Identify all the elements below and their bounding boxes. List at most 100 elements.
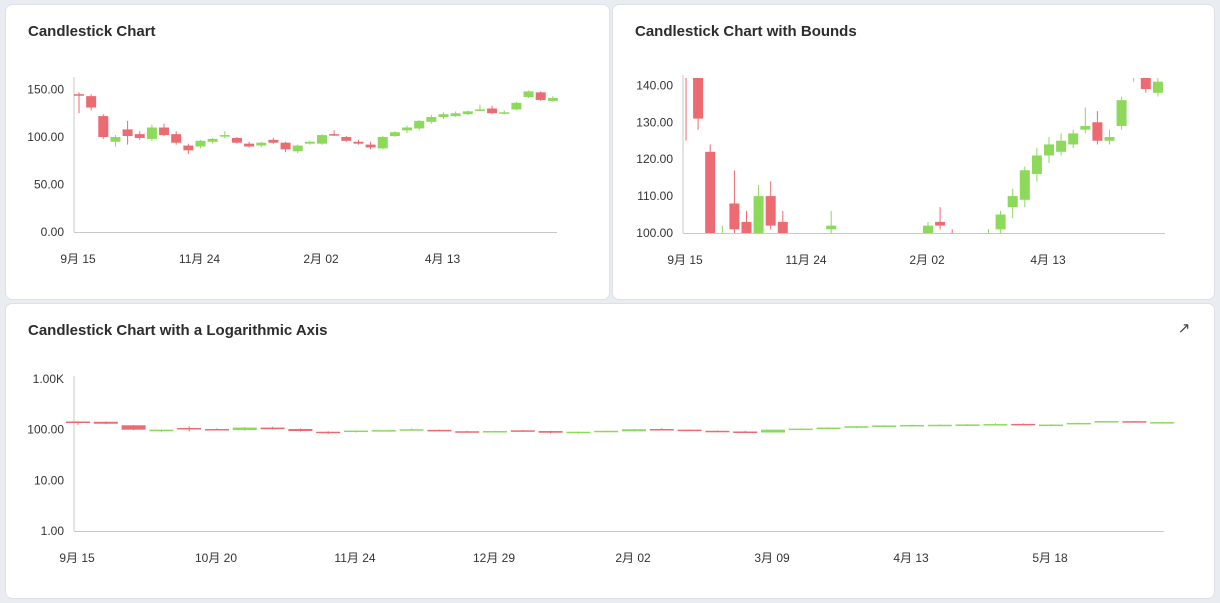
candle[interactable] (566, 431, 591, 434)
candle[interactable] (983, 423, 1008, 426)
candle[interactable] (149, 429, 174, 432)
expand-arrow-icon[interactable]: ↗ (1177, 320, 1191, 337)
candle[interactable] (887, 251, 897, 292)
candle[interactable] (195, 139, 206, 149)
candle[interactable] (487, 105, 498, 115)
candle[interactable] (622, 429, 646, 432)
candle[interactable] (1129, 52, 1139, 82)
candle[interactable] (304, 140, 315, 145)
candle[interactable] (66, 421, 90, 425)
candle[interactable] (455, 430, 480, 433)
candle[interactable] (260, 426, 285, 430)
candle[interactable] (438, 112, 449, 119)
candle[interactable] (1092, 111, 1103, 145)
candle[interactable] (705, 144, 716, 240)
candle[interactable] (1094, 420, 1119, 423)
candle[interactable] (511, 101, 522, 111)
candle[interactable] (426, 115, 437, 124)
candle[interactable] (121, 424, 146, 431)
candle[interactable] (788, 428, 813, 431)
candle[interactable] (288, 428, 313, 432)
candle[interactable] (402, 125, 413, 134)
candle[interactable] (729, 170, 740, 262)
candle[interactable] (93, 421, 118, 425)
candle[interactable] (649, 428, 674, 431)
candle[interactable] (86, 94, 97, 111)
candle[interactable] (146, 124, 157, 141)
candle[interactable] (510, 429, 535, 432)
candle[interactable] (838, 233, 848, 259)
candle[interactable] (1080, 107, 1091, 134)
candle[interactable] (256, 141, 267, 148)
candle[interactable] (268, 137, 279, 144)
candle[interactable] (947, 229, 957, 251)
candle[interactable] (483, 430, 507, 433)
candle[interactable] (816, 427, 841, 430)
candle[interactable] (538, 430, 563, 434)
candlestick-chart[interactable]: 0.00 50.00 100.00 150.00 9月 15 11月 24 2月 02 4月 … (6, 5, 609, 299)
candle[interactable] (844, 426, 869, 429)
candle[interactable] (765, 181, 776, 230)
candle[interactable] (462, 110, 473, 116)
candle[interactable] (219, 131, 230, 138)
candle[interactable] (499, 110, 510, 115)
candle[interactable] (872, 425, 897, 427)
candle[interactable] (705, 430, 730, 433)
candle[interactable] (717, 225, 727, 270)
candle[interactable] (280, 141, 291, 153)
candle[interactable] (177, 426, 202, 432)
candle[interactable] (316, 431, 341, 435)
candle[interactable] (292, 144, 303, 154)
candle[interactable] (1011, 423, 1036, 426)
candle[interactable] (693, 67, 704, 130)
candle[interactable] (971, 251, 981, 281)
candle[interactable] (1152, 74, 1163, 97)
candle[interactable] (159, 123, 170, 137)
candle[interactable] (371, 429, 396, 432)
candle[interactable] (134, 131, 145, 140)
candle[interactable] (341, 136, 352, 142)
candle[interactable] (826, 210, 837, 237)
candle[interactable] (122, 120, 133, 145)
candle[interactable] (547, 96, 558, 102)
candle[interactable] (1044, 137, 1054, 163)
candle[interactable] (183, 143, 194, 155)
candle[interactable] (1031, 148, 1042, 182)
candle[interactable] (474, 104, 485, 112)
candle[interactable] (777, 210, 788, 263)
candle[interactable] (1104, 129, 1115, 145)
candle[interactable] (205, 428, 229, 431)
candle[interactable] (353, 139, 364, 145)
candle[interactable] (523, 90, 534, 99)
candlestick-bounds-chart[interactable]: 100.00 110.00 120.00 130.00 140.00 9月 15 11月 2… (613, 5, 1214, 299)
candle[interactable] (414, 119, 425, 131)
candle[interactable] (427, 429, 452, 432)
candle[interactable] (984, 229, 994, 281)
candle[interactable] (365, 141, 376, 150)
candle[interactable] (232, 426, 257, 431)
candle[interactable] (74, 92, 84, 114)
candle[interactable] (927, 424, 952, 427)
candle[interactable] (733, 430, 758, 434)
candle[interactable] (594, 430, 619, 433)
candle[interactable] (923, 221, 933, 263)
candle[interactable] (171, 131, 182, 145)
candle[interactable] (377, 136, 388, 150)
candle[interactable] (1039, 424, 1063, 427)
candle[interactable] (900, 424, 924, 427)
candle[interactable] (1019, 166, 1030, 208)
candle[interactable] (1150, 421, 1175, 424)
candle[interactable] (535, 91, 546, 101)
candle[interactable] (863, 251, 873, 273)
candle[interactable] (935, 207, 946, 230)
candle[interactable] (344, 430, 368, 433)
candle[interactable] (850, 251, 860, 273)
candle[interactable] (450, 111, 461, 118)
candlestick-log-chart[interactable]: 1.00 10.00 100.00 1.00K 9月 15 10月 20 11月 24 12月… (6, 304, 1214, 598)
candle[interactable] (1056, 133, 1067, 156)
candle[interactable] (389, 131, 400, 137)
candle[interactable] (329, 130, 340, 137)
candle[interactable] (1066, 422, 1091, 425)
candle[interactable] (959, 244, 969, 262)
candle[interactable] (207, 137, 218, 144)
